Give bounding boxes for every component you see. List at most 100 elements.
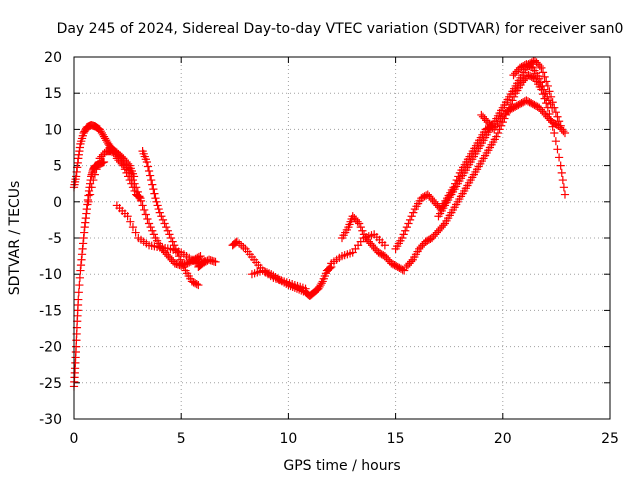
data-point	[543, 92, 552, 101]
data-point	[553, 112, 562, 121]
data-point	[508, 96, 517, 105]
data-point	[136, 194, 145, 203]
data-point	[383, 255, 393, 264]
series-arc-13	[402, 71, 570, 272]
series-arc-6	[138, 147, 203, 290]
data-point	[431, 230, 440, 239]
data-point	[149, 230, 158, 239]
data-point	[165, 230, 174, 239]
data-point	[152, 197, 161, 206]
series-arc-11	[327, 230, 389, 268]
series-arc-4	[112, 201, 209, 268]
data-point	[535, 74, 544, 83]
series-arc-10	[337, 212, 409, 275]
data-point	[85, 190, 95, 199]
data-point	[556, 161, 565, 170]
data-point	[532, 58, 541, 67]
y-tick-label: -20	[39, 340, 62, 356]
data-point	[155, 208, 164, 217]
data-point	[435, 224, 445, 234]
data-point	[399, 230, 408, 239]
data-point	[167, 255, 176, 264]
data-point	[170, 241, 179, 250]
x-axis-label: GPS time / hours	[283, 458, 400, 474]
data-point	[437, 223, 446, 232]
data-point	[140, 205, 149, 215]
data-point	[424, 235, 433, 244]
data-point	[164, 252, 173, 261]
data-point	[366, 239, 375, 248]
data-point	[537, 63, 546, 72]
plot-frame	[73, 56, 611, 420]
data-point	[89, 175, 98, 185]
data-point	[527, 62, 536, 72]
data-point	[173, 248, 182, 257]
data-point	[407, 212, 416, 221]
data-point	[434, 226, 443, 235]
data-point	[150, 189, 159, 198]
y-axis-label: SDTVAR / TECUs	[7, 181, 23, 296]
data-point	[131, 228, 140, 237]
x-tick-label: 20	[494, 431, 512, 447]
data-point	[301, 284, 310, 293]
data-point	[356, 223, 365, 232]
data-point	[377, 250, 386, 259]
data-point	[541, 89, 550, 98]
chart-title: Day 245 of 2024, Sidereal Day-to-day VTE…	[57, 21, 624, 37]
data-point	[146, 171, 155, 180]
data-points	[69, 56, 570, 391]
data-point	[154, 204, 163, 214]
data-point	[151, 194, 160, 203]
data-point	[430, 197, 439, 206]
data-point	[355, 219, 364, 228]
series-arc-5	[112, 154, 145, 203]
data-point	[119, 161, 128, 170]
data-point	[165, 253, 175, 263]
data-point	[99, 157, 109, 167]
data-point	[539, 109, 549, 118]
data-point	[176, 255, 185, 264]
data-point	[401, 226, 410, 235]
data-point	[432, 228, 441, 237]
data-point	[380, 241, 389, 250]
data-point	[141, 210, 150, 219]
data-point	[538, 81, 547, 91]
data-point	[554, 153, 564, 162]
data-point	[148, 180, 157, 189]
axis-ticks: 0 5 10 15 20 25 -30 -25 -20 -15 -10 -5 0 5 10 15 20	[39, 50, 619, 447]
data-point	[539, 85, 549, 94]
data-point	[544, 96, 553, 105]
data-point	[407, 257, 416, 266]
series-arc-16	[509, 60, 557, 112]
data-point	[538, 68, 548, 77]
data-point	[127, 179, 136, 188]
data-point	[535, 61, 544, 71]
series-arc-9	[247, 266, 310, 293]
data-point	[559, 183, 569, 192]
data-point	[194, 280, 203, 290]
y-tick-label: -10	[39, 267, 62, 283]
data-point	[144, 219, 154, 228]
data-point	[492, 132, 501, 141]
data-point	[509, 71, 518, 80]
data-point	[163, 226, 172, 235]
data-point	[409, 208, 418, 217]
data-point	[542, 77, 551, 86]
data-point	[557, 168, 566, 177]
data-point	[174, 252, 184, 261]
data-point	[512, 67, 521, 76]
x-tick-label: 15	[387, 431, 405, 447]
data-point	[482, 116, 491, 125]
data-point	[369, 242, 378, 252]
y-tick-label: 10	[44, 122, 62, 138]
data-point	[211, 257, 220, 266]
data-point	[87, 183, 96, 192]
data-point	[92, 165, 101, 174]
data-point	[125, 175, 134, 185]
data-point	[540, 72, 549, 82]
data-point	[546, 99, 555, 109]
data-point	[416, 242, 425, 252]
y-tick-label: 15	[44, 86, 62, 102]
data-point	[560, 128, 570, 138]
data-point	[120, 165, 130, 174]
